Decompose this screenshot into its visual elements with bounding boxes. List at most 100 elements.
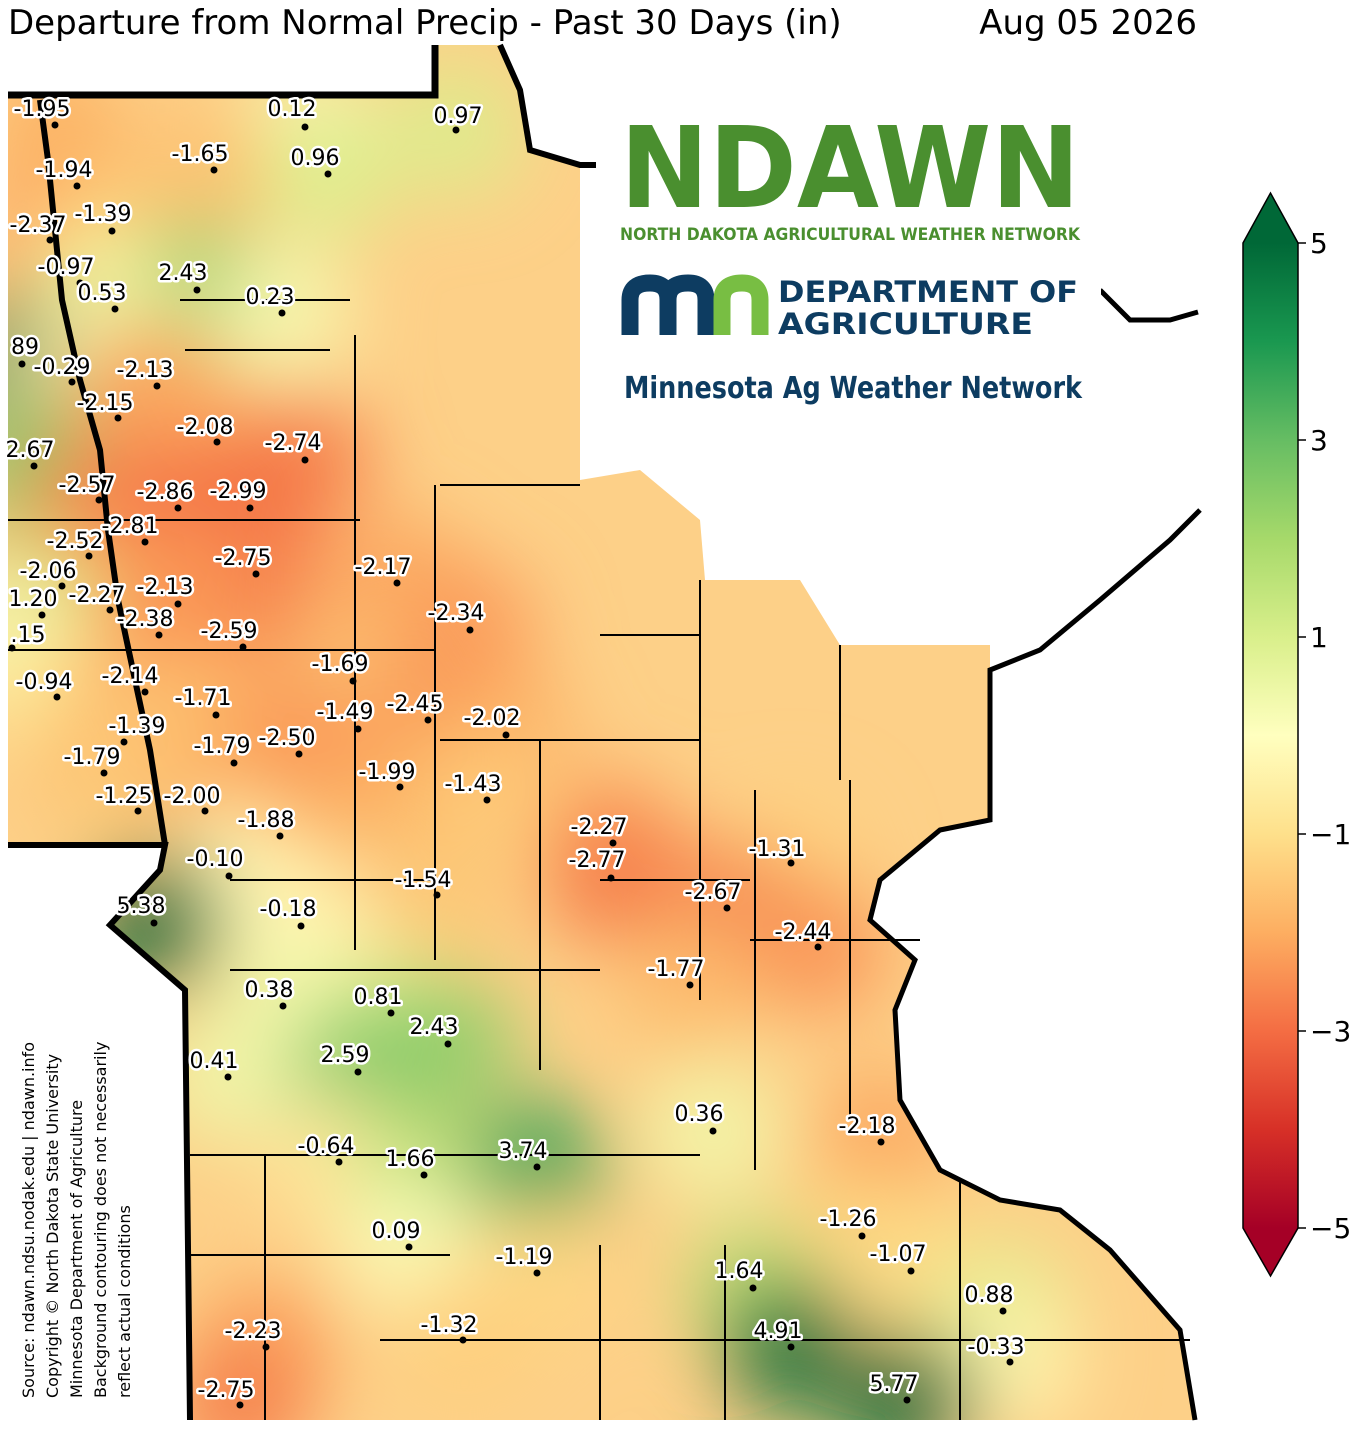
station-dot	[301, 456, 309, 464]
station-value: -2.74	[265, 431, 322, 456]
station-value: -1.25	[96, 784, 153, 809]
ndawn-subtitle: NORTH DAKOTA AGRICULTURAL WEATHER NETWOR…	[620, 225, 1081, 245]
station-dot	[444, 1040, 452, 1048]
colorbar-tick-label: −1	[1310, 818, 1351, 851]
station-dot	[276, 832, 284, 840]
station-dot	[108, 227, 116, 235]
colorbar: 5 3 1 −1 −3 −5	[1242, 191, 1351, 1278]
ndawn-logo: NDAWN	[620, 104, 1080, 234]
station-value: -2.23	[225, 1319, 282, 1344]
station-value: -2.44	[775, 920, 832, 945]
station-dot	[324, 170, 332, 178]
station-dot	[174, 600, 182, 608]
station-value: -2.75	[215, 546, 272, 571]
station-value: -2.86	[137, 480, 194, 505]
station-dot	[787, 859, 795, 867]
station-dot	[252, 570, 260, 578]
station-value: 0.88	[965, 1283, 1014, 1308]
station-dot	[8, 644, 16, 652]
station-dot	[212, 711, 220, 719]
mda-line2: AGRICULTURE	[778, 307, 1033, 341]
station-dot	[68, 378, 76, 386]
station-value: .15	[11, 623, 46, 648]
station-dot	[155, 631, 163, 639]
station-dot	[1006, 1358, 1014, 1366]
station-dot	[30, 462, 38, 470]
station-dot	[106, 606, 114, 614]
borders	[8, 43, 1202, 1421]
station-dot	[53, 693, 61, 701]
station-dot	[174, 504, 182, 512]
station-value: -1.88	[238, 808, 295, 833]
station-dot	[114, 414, 122, 422]
station-dot	[295, 750, 303, 758]
station-value: 2.43	[159, 261, 208, 286]
colorbar-tick-label: −3	[1310, 1015, 1351, 1048]
station-dot	[262, 1343, 270, 1351]
station-value: -1.69	[312, 652, 369, 677]
station-dot	[225, 872, 233, 880]
station-dot	[153, 382, 161, 390]
station-value: 0.36	[675, 1102, 724, 1127]
credit-line: Source: ndawn.ndsu.nodak.edu | ndawn.inf…	[19, 1042, 38, 1398]
station-dot	[213, 438, 221, 446]
credits: Source: ndawn.ndsu.nodak.edu | ndawn.inf…	[19, 1042, 134, 1398]
station-value: 2.67	[6, 438, 55, 463]
station-value: -2.37	[10, 213, 67, 238]
station-value: -0.64	[298, 1134, 355, 1159]
station-value: -2.17	[355, 555, 412, 580]
station-value: -1.71	[175, 686, 232, 711]
station-value: -1.07	[870, 1242, 927, 1267]
station-value: -2.57	[59, 473, 116, 498]
station-value: -2.34	[428, 601, 485, 626]
station-value: -2.14	[102, 664, 159, 689]
station-value: -1.95	[14, 97, 71, 122]
station-value: -0.97	[38, 255, 95, 280]
station-dot	[193, 286, 201, 294]
station-value: -2.59	[201, 619, 258, 644]
station-value: -2.45	[387, 692, 444, 717]
station-dot	[150, 919, 158, 927]
stations: -1.95 0.12 0.97 -1.65 0.96 -1.94 -2.37 -1.39 -0.…	[3, 95, 1027, 1409]
station-value: -1.31	[749, 837, 806, 862]
station-dot	[502, 731, 510, 739]
station-value: -1.77	[648, 957, 705, 982]
station-dot	[420, 1171, 428, 1179]
station-dot	[76, 279, 84, 287]
station-dot	[723, 904, 731, 912]
station-dot	[459, 1336, 467, 1344]
state-border	[8, 45, 439, 99]
station-dot	[111, 305, 119, 313]
station-value: -2.27	[69, 583, 126, 608]
station-dot	[466, 626, 474, 634]
station-value: -2.75	[198, 1378, 255, 1403]
station-dot	[396, 783, 404, 791]
station-dot	[278, 309, 286, 317]
credit-line: Minnesota Department of Agriculture	[67, 1100, 86, 1398]
station-dot	[58, 582, 66, 590]
mn-logo	[621, 274, 769, 335]
credit-line: reflect actual conditions	[115, 1205, 134, 1398]
station-dot	[999, 1307, 1007, 1315]
station-dot	[607, 874, 615, 882]
station-dot	[787, 1343, 795, 1351]
station-dot	[533, 1163, 541, 1171]
station-dot	[297, 922, 305, 930]
station-value: -2.02	[464, 706, 521, 731]
station-value: -1.94	[36, 158, 93, 183]
colorbar-min	[1243, 1228, 1298, 1276]
station-value: -1.79	[194, 734, 251, 759]
station-dot	[354, 1068, 362, 1076]
station-dot	[51, 121, 59, 129]
station-value: -1.99	[359, 760, 416, 785]
station-value: -2.81	[102, 514, 159, 539]
station-value: -2.18	[839, 1114, 896, 1139]
station-dot	[230, 759, 238, 767]
red-river	[37, 99, 168, 846]
station-dot	[433, 891, 441, 899]
station-value: -2.13	[117, 358, 174, 383]
station-value: 5.77	[870, 1372, 919, 1397]
station-value: -1.49	[317, 700, 374, 725]
station-dot	[141, 538, 149, 546]
station-value: 0.09	[372, 1219, 421, 1244]
